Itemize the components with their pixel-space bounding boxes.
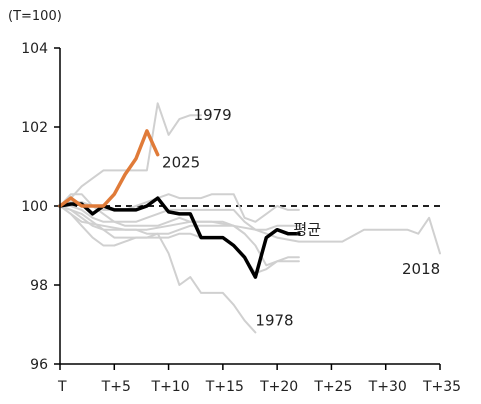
series-label: 1978 (255, 312, 293, 330)
unit-label: (T=100) (8, 9, 62, 24)
x-tick-label: T+15 (205, 379, 244, 395)
y-tick-label: 102 (21, 120, 48, 136)
series-line-1979 (59, 102, 203, 207)
y-tick-label: 98 (30, 278, 48, 294)
y-tick-label: 100 (21, 199, 48, 215)
y-tick-label: 96 (30, 357, 48, 373)
x-tick-label: T+20 (259, 379, 298, 395)
background-series-group (59, 102, 441, 334)
y-tick-label: 104 (21, 41, 48, 57)
x-tick-label: T+35 (422, 379, 461, 395)
series-line-other (59, 205, 300, 275)
series-labels: 1979 2025 평균 2018 1978 (162, 106, 440, 329)
x-axis: T T+5 T+10 T+15 T+20 T+25 T+30 T+35 (57, 364, 461, 395)
x-tick-label: T+5 (101, 379, 131, 395)
series-label: 평균 (293, 221, 321, 239)
x-tick-label: T+25 (313, 379, 352, 395)
highlight-series-group (58, 129, 301, 279)
series-line-2018 (59, 205, 441, 255)
series-label: 2018 (402, 260, 440, 278)
series-label: 2025 (162, 154, 200, 172)
y-axis: 96 98 100 102 104 (21, 41, 60, 373)
series-line-2025 (58, 129, 160, 208)
series-line-other (59, 205, 246, 247)
x-tick-label: T (57, 379, 67, 395)
series-label: 1979 (194, 106, 232, 124)
x-tick-label: T+30 (368, 379, 407, 395)
series-line-other (59, 193, 300, 267)
series-line-other (59, 205, 300, 231)
x-tick-label: T+10 (151, 379, 190, 395)
series-line-평균 (58, 196, 301, 279)
